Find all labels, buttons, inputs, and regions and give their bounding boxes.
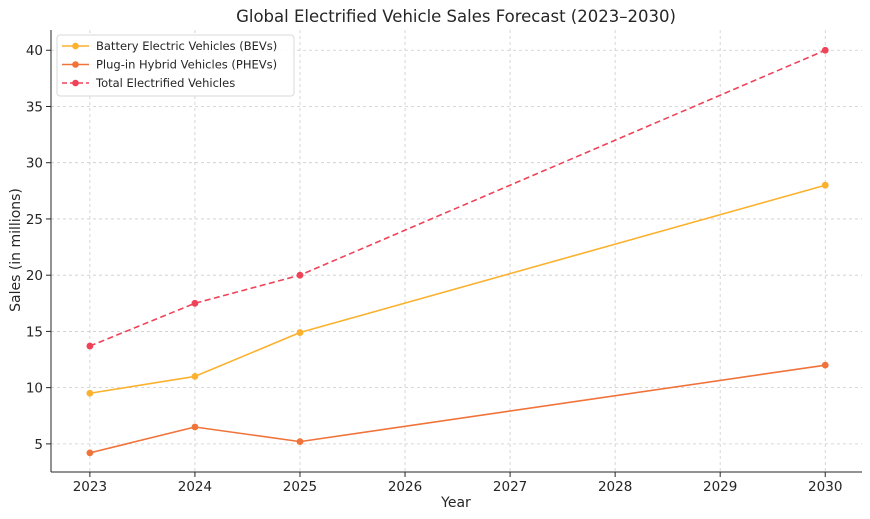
x-tick-label: 2030: [808, 479, 842, 495]
x-tick-label: 2026: [388, 479, 422, 495]
y-tick-label: 10: [26, 381, 43, 397]
series-2: [86, 361, 829, 457]
legend-label: Battery Electric Vehicles (BEVs): [96, 39, 277, 53]
y-tick-label: 35: [26, 99, 43, 115]
x-tick-label: 2029: [703, 479, 737, 495]
data-point: [296, 329, 304, 336]
y-tick-label: 5: [34, 437, 43, 453]
data-point: [86, 342, 94, 350]
legend-box: [56, 34, 295, 97]
series-3: [86, 46, 829, 350]
legend-item: Battery Electric Vehicles (BEVs): [62, 39, 277, 53]
data-point: [191, 373, 199, 380]
y-tick-label: 15: [26, 324, 43, 340]
legend-marker: [72, 42, 79, 50]
data-point: [191, 423, 199, 431]
grid: [51, 30, 862, 472]
data-point: [821, 46, 829, 54]
x-tick-label: 2027: [493, 479, 527, 495]
series-line: [89, 184, 826, 395]
x-tick-label: 2024: [178, 479, 212, 495]
chart-title: Global Electrified Vehicle Sales Forecas…: [236, 7, 676, 26]
x-tick-label: 2028: [598, 479, 632, 495]
series-line: [89, 364, 826, 454]
legend-item: Plug-in Hybrid Vehicles (PHEVs): [62, 58, 277, 72]
x-axis-label: Year: [440, 495, 471, 511]
x-tick-label: 2025: [283, 479, 317, 495]
data-point: [296, 438, 304, 446]
y-tick-label: 30: [26, 156, 43, 172]
data-point: [296, 271, 304, 279]
data-point: [821, 361, 829, 369]
tick-labels: 2023 2024 2025 2026 2027 2028 2029 203051015202…: [26, 43, 843, 495]
legend-label: Plug-in Hybrid Vehicles (PHEVs): [96, 58, 277, 72]
y-axis-label: Sales (in millions): [8, 188, 24, 312]
legend: Battery Electric Vehicles (BEVs) Plug-in …: [56, 34, 295, 97]
y-tick-label: 40: [26, 43, 43, 59]
axes: [50, 30, 862, 473]
series-line: [89, 49, 826, 347]
y-tick-label: 20: [26, 268, 43, 284]
data-point: [821, 181, 829, 189]
legend-marker: [72, 61, 79, 68]
series: [86, 46, 829, 457]
y-tick-label: 25: [26, 212, 43, 228]
data-point: [86, 449, 94, 457]
x-tick-label: 2023: [73, 479, 107, 495]
data-point: [86, 389, 94, 397]
series-1: [86, 181, 829, 397]
legend-item: Total Electrified Vehicles: [62, 76, 235, 90]
legend-marker: [72, 79, 79, 87]
legend-label: Total Electrified Vehicles: [95, 76, 235, 90]
data-point: [191, 299, 199, 307]
